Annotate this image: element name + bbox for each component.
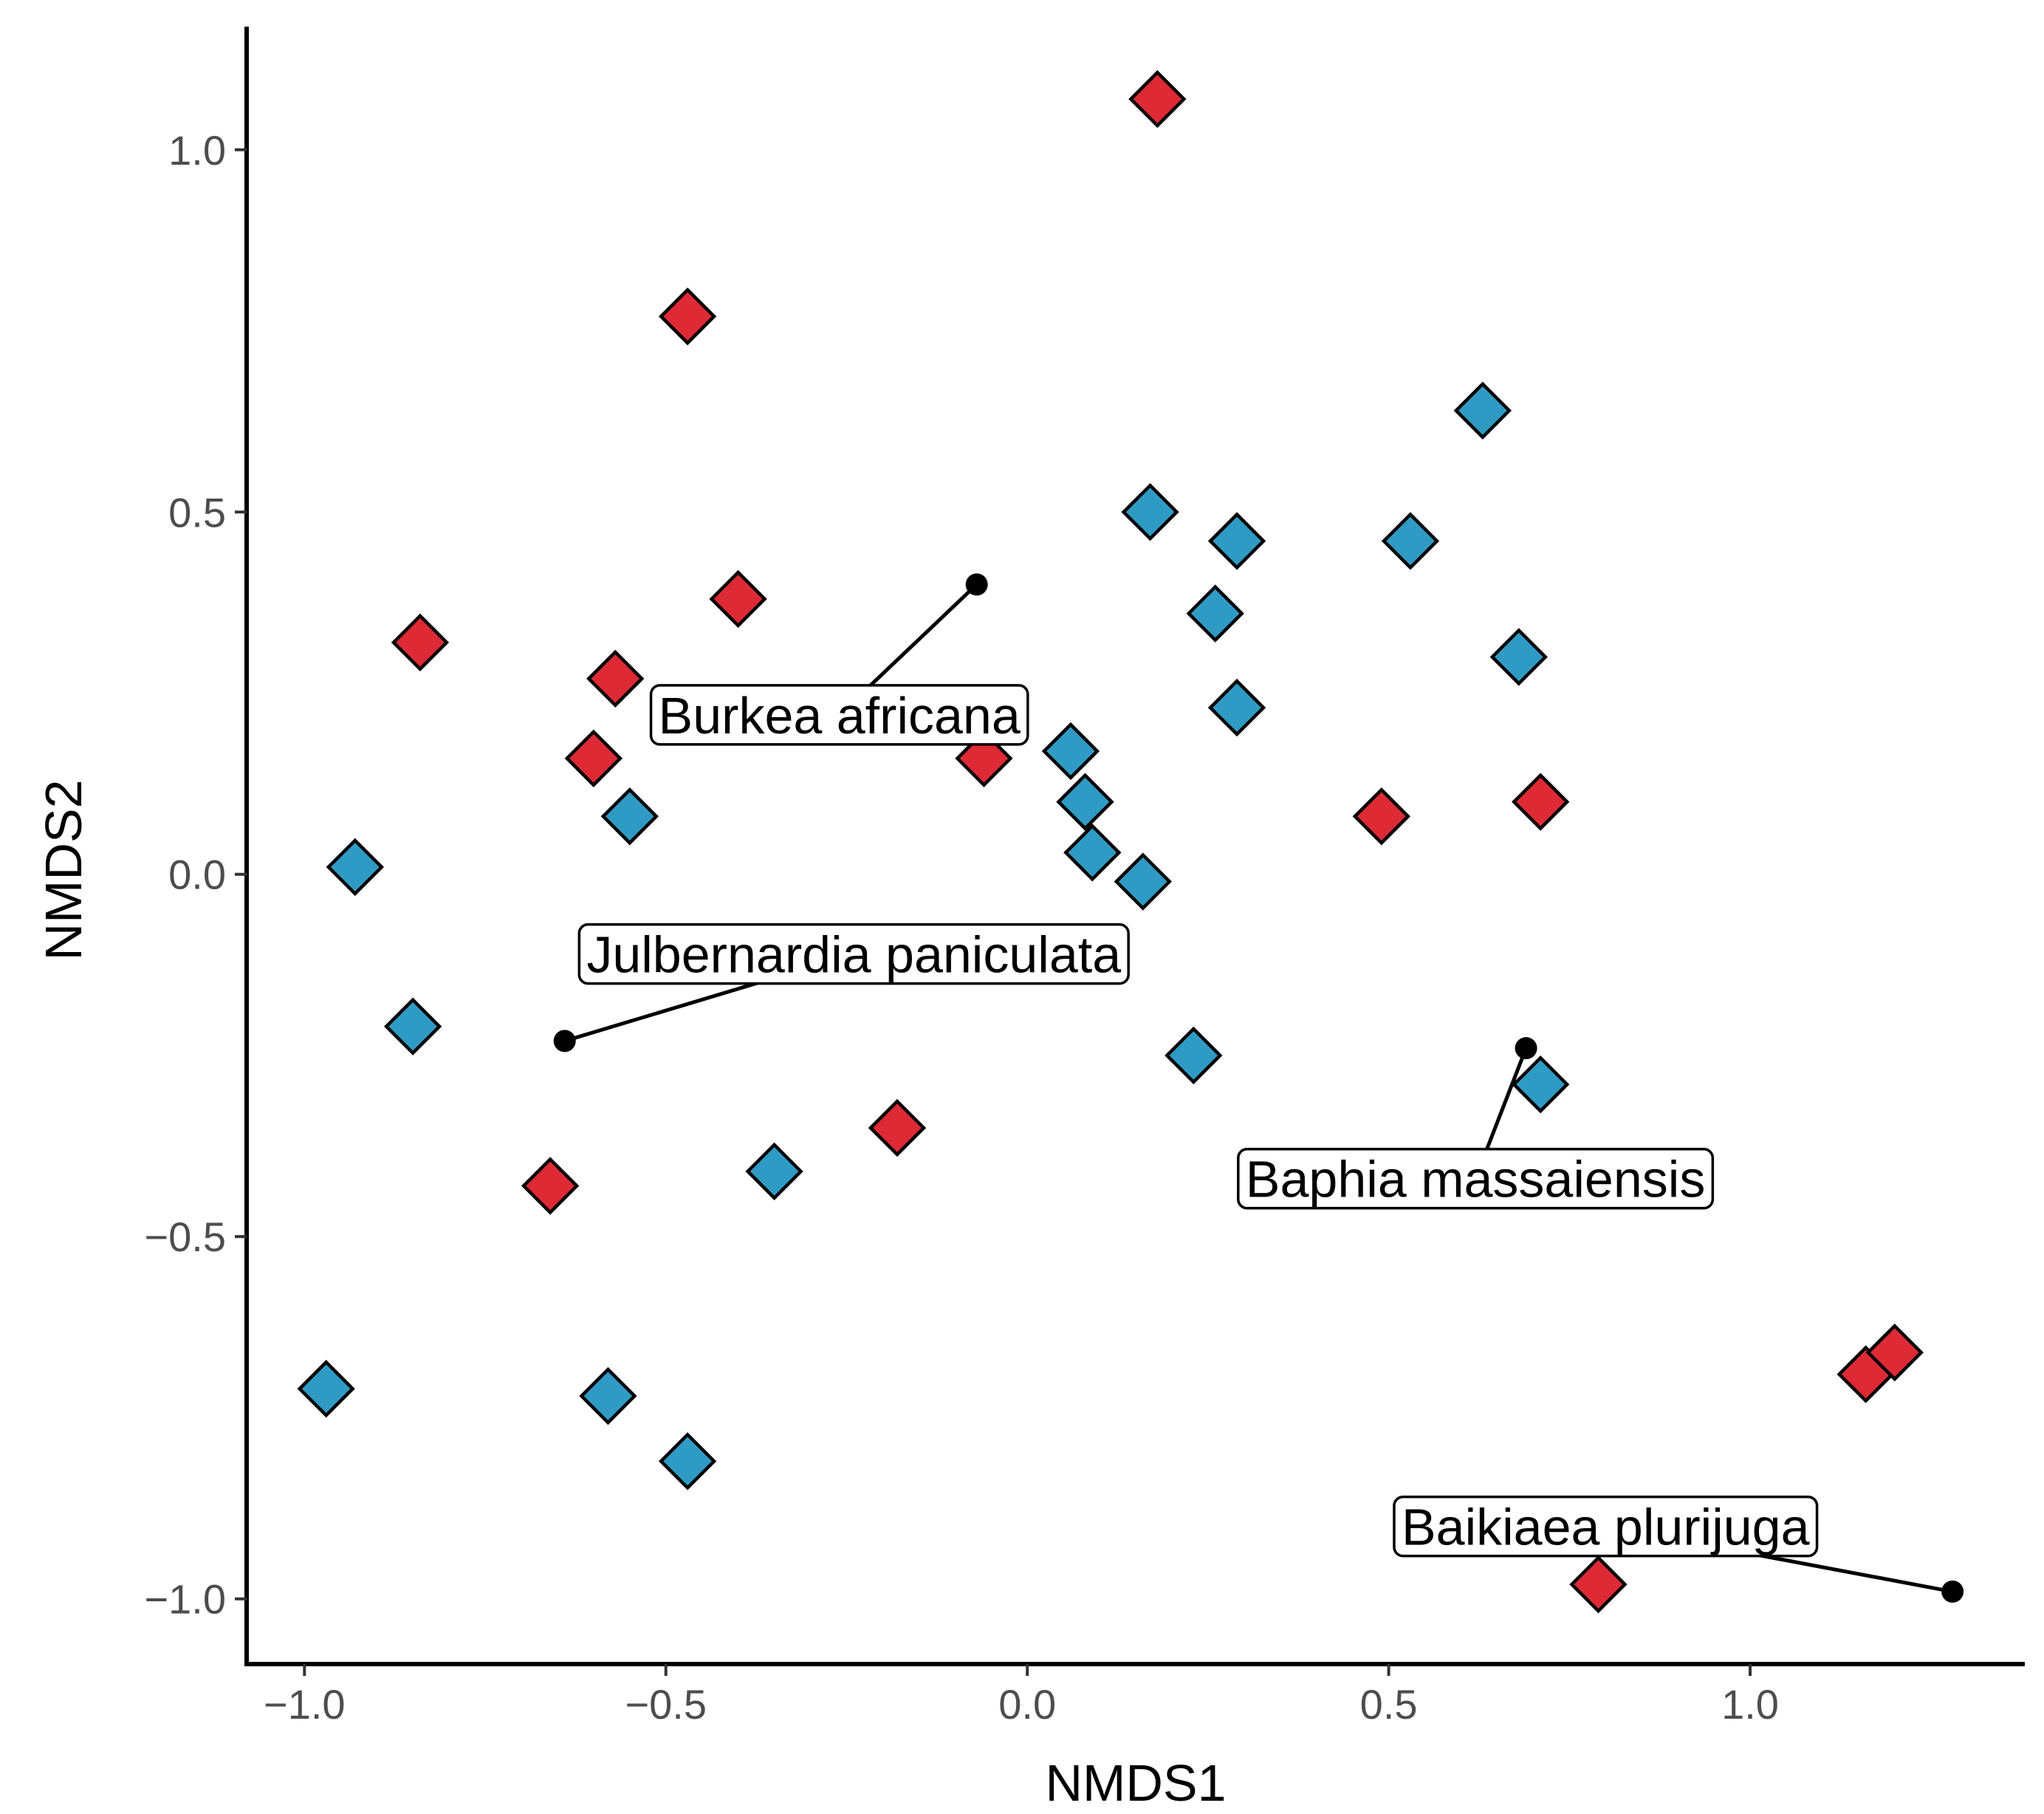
species-point (1941, 1580, 1964, 1603)
species-point (965, 573, 988, 596)
data-point-group-red (658, 287, 717, 346)
y-tick-label: 0.0 (168, 852, 226, 898)
data-point-group-blue (579, 1366, 637, 1425)
species-label: Burkea africana (659, 687, 1021, 745)
y-axis-title: NMDS2 (35, 779, 92, 960)
data-point-group-blue (1041, 722, 1100, 781)
y-tick-label: −1.0 (144, 1576, 226, 1623)
data-point-group-blue (326, 838, 385, 897)
data-point-group-red (709, 569, 767, 629)
y-tick-label: 1.0 (168, 127, 226, 174)
data-point-group-red (564, 729, 623, 787)
data-point-group-blue (600, 787, 659, 846)
data-point-group-blue (1207, 512, 1266, 570)
species-labels-layer: Burkea africana Julbernardia paniculata Ba… (577, 684, 1819, 1558)
data-point-group-blue (1114, 852, 1172, 911)
data-point-group-blue (1207, 678, 1266, 737)
y-tick-label: 0.5 (168, 489, 226, 535)
x-axis-ticks: −1.0 −0.5 0.0 0.5 1.0 (264, 1664, 1779, 1728)
data-point-group-red (391, 613, 450, 672)
data-point-group-blue (297, 1360, 355, 1418)
x-tick-label: 1.0 (1721, 1681, 1779, 1728)
data-point-group-blue (1186, 584, 1244, 643)
axes (244, 27, 2025, 1666)
x-tick-label: −1.0 (264, 1681, 346, 1728)
data-point-group-blue (1165, 1026, 1223, 1085)
data-point-group-red (868, 1098, 927, 1157)
data-point-group-red (1128, 69, 1187, 129)
x-tick-label: −0.5 (625, 1681, 707, 1728)
data-point-group-red (586, 649, 645, 708)
x-tick-label: 0.0 (998, 1681, 1056, 1728)
points-layer (297, 69, 1924, 1614)
species-point (1515, 1037, 1537, 1060)
species-label-box (649, 684, 1029, 746)
data-point-group-red (1865, 1323, 1924, 1382)
y-tick-label: −0.5 (144, 1214, 226, 1260)
data-point-group-blue (1381, 512, 1440, 570)
data-point-group-red (1569, 1555, 1628, 1614)
data-point-group-red (1511, 773, 1570, 831)
data-point-group-blue (1489, 628, 1548, 686)
data-point-group-blue (745, 1142, 803, 1201)
data-point-group-blue (383, 997, 442, 1055)
data-point-group-blue (1511, 1055, 1570, 1114)
species-point (553, 1030, 576, 1053)
data-point-group-red (521, 1157, 580, 1215)
species-label-box (577, 923, 1130, 985)
y-axis-ticks: −1.0 −0.5 0.0 0.5 1.0 (144, 127, 247, 1623)
species-label: Baphia massaiensis (1246, 1151, 1706, 1208)
species-label-box (1393, 1495, 1819, 1558)
x-tick-label: 0.5 (1360, 1681, 1418, 1728)
data-point-group-blue (1121, 483, 1179, 541)
data-point-group-blue (1063, 824, 1122, 882)
data-point-group-blue (1056, 773, 1114, 831)
data-point-group-blue (1453, 381, 1512, 440)
data-point-group-blue (658, 1432, 717, 1490)
species-label: Julbernardia paniculata (586, 926, 1121, 984)
species-label: Baikiaea plurijuga (1402, 1499, 1810, 1556)
species-label-box (1237, 1147, 1715, 1210)
data-point-group-red (1352, 787, 1410, 846)
x-axis-title: NMDS1 (1045, 1754, 1226, 1812)
